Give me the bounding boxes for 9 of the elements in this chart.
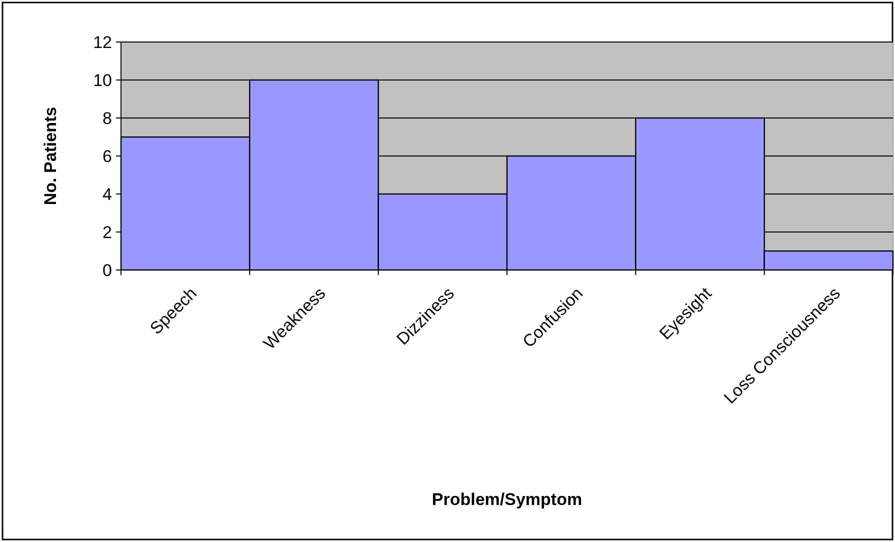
y-tick-label: 0: [102, 260, 112, 280]
y-tick-label: 8: [102, 108, 112, 128]
y-tick-label: 10: [93, 70, 112, 90]
y-tick-label: 12: [93, 32, 112, 52]
y-axis-title: No. Patients: [41, 106, 60, 206]
x-axis-title: Problem/Symptom: [432, 490, 582, 509]
y-tick-label: 2: [102, 222, 112, 242]
y-tick-label: 4: [102, 184, 112, 204]
y-tick-label: 6: [102, 146, 112, 166]
